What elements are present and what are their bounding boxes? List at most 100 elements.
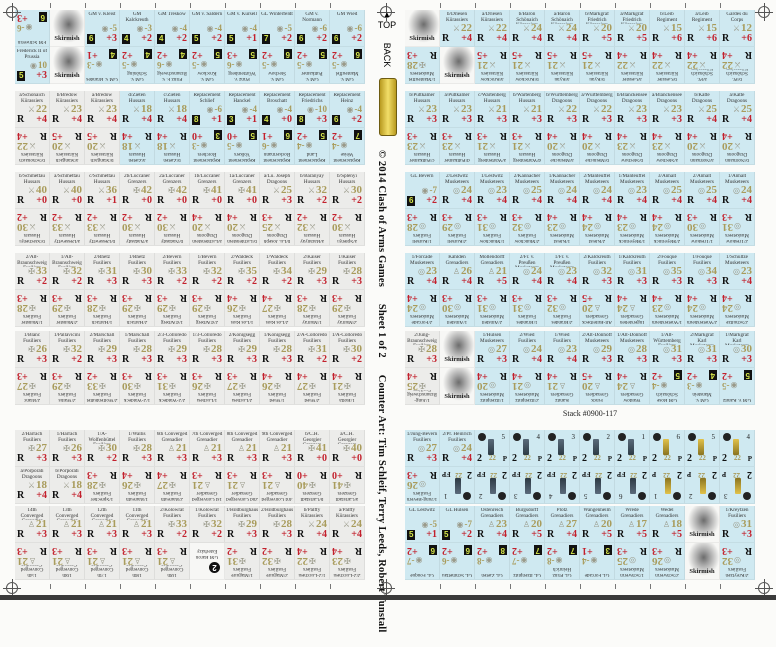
leader-counter[interactable]: Prinz v. Württemberg ◉ -6 5 +3 [225, 47, 260, 84]
leader-counter[interactable]: GM v. Schöning ◉ -5 4 +2 [120, 47, 155, 84]
unit-counter[interactable]: b/Katte Dragoons ⚔ 25 R +4 [685, 91, 720, 128]
artillery-counter[interactable]: 4 2 22 P [510, 430, 545, 467]
unit-counter[interactable]: c/Puttkamer Hussars ⚔ 23 R +3 [405, 128, 440, 165]
unit-counter[interactable]: a/Blanckensee Dragoons ⚔ 23 R +3 [650, 91, 685, 128]
unit-counter[interactable]: 2/Schwerin Musketeers ◎ 26 R +3 [650, 543, 685, 580]
unit-counter[interactable]: 6th Converged Grenadier ♙ 21 R +3 [155, 430, 190, 467]
unit-counter[interactable]: 1/Kreytzen Fusiliers ◎ 31 R +3 [720, 506, 755, 543]
unit-counter[interactable]: 12th Converged Grenadier♙21R+3 [85, 506, 120, 543]
unit-counter[interactable]: a/Bredow Kürassiers ⚔ 23 R +4 [85, 91, 120, 128]
unit-counter[interactable]: b/C.H. Georgier Grenzers✠41R+0 [295, 430, 330, 467]
unit-counter[interactable]: 1/Münster Fusiliers ✠ 28 R +3 [15, 290, 50, 327]
unit-counter[interactable]: b/Driesen Kürassiers ⚔ 22 R +4 [440, 10, 475, 47]
unit-counter[interactable]: a/Baranyay Hussars ⚔ 32 R +2 [295, 209, 330, 246]
leader-counter[interactable]: Frederick II of Prussia ◉ 10 5 +3 [15, 47, 50, 84]
unit-counter[interactable]: a/Krockow Kürassiers ⚔ 21 R +5 [475, 47, 510, 84]
unit-counter[interactable]: Möllendorff Grenadiers ♙ 21 R +5 [475, 253, 510, 290]
unit-counter[interactable]: 1/d'Arberg Fusiliers ✠ 29 R +3 [155, 290, 190, 327]
unit-counter[interactable]: b/Porporati Dragoons ⚔ 18 R +4 [50, 467, 85, 504]
unit-counter[interactable]: b/Baranyay Hussars ⚔ 32 R +2 [295, 172, 330, 209]
unit-counter[interactable]: 1/Münchow Fusiliers ◎ 31 R +3 [475, 209, 510, 246]
unit-counter[interactable]: 1/Alt-Württemberg Fusiliers◎31R+3 [650, 331, 685, 368]
unit-counter[interactable]: c/Wartenberg Hussars ⚔ 21 R +3 [475, 91, 510, 128]
unit-counter[interactable]: 1st Converged Grenadier ♙ 21 R +3 [190, 467, 225, 504]
skirmish-counter[interactable]: Skirmish [685, 506, 720, 543]
unit-counter[interactable]: Kahlden Grenadiers ♙ 26 R +4 [440, 253, 475, 290]
unit-counter[interactable]: a/Wartenberg Hussars ⚔ 21 R +3 [475, 128, 510, 165]
leader-counter[interactable]: GM v. Puttkamer ◉ -5 5 +2 [295, 47, 330, 84]
unit-counter[interactable]: a/Porporati Dragoons ⚔ 18 R +4 [15, 467, 50, 504]
leader-counter[interactable]: GL Hülsen ◉ -7 5 +2 [440, 506, 475, 543]
unit-counter[interactable]: Plötz Grenadiers ♙ 27 R +4 [545, 506, 580, 543]
unit-counter[interactable]: 2 GM Baron Esterházy [190, 543, 225, 580]
unit-counter[interactable]: 17th Converged Grenadier♙21R+3 [85, 543, 120, 580]
unit-counter[interactable]: 2/Fr. v. Preußen Musketeers◎24R+4 [510, 253, 545, 290]
unit-counter[interactable]: 1/2-Waldeck Fusiliers ✠ 30 R +3 [120, 368, 155, 405]
artillery-counter[interactable]: 3 2 22 P [545, 430, 580, 467]
unit-counter[interactable]: 2/Forcade Musketeers ◎ 24 R +4 [405, 290, 440, 327]
leader-counter[interactable]: GL Schmettau ◉ -6 6 +2 [440, 543, 475, 580]
unit-counter[interactable]: Ingersleben Grenadiers ♙ 24 R +4 [615, 290, 650, 327]
leader-counter[interactable]: GM Treskow ◉ -4 4 +2 [155, 10, 190, 47]
artillery-counter[interactable]: 3 2 22 P [720, 467, 755, 504]
skirmish-counter[interactable]: Skirmish [50, 47, 85, 84]
unit-counter[interactable]: 2/Alt-Braunschweig Fusiliers✠33R+2 [15, 253, 50, 290]
unit-counter[interactable]: 8th Converged Grenadier ♙ 21 R +3 [225, 430, 260, 467]
unit-counter[interactable]: 1/Kursell Fusiliers ◎ 28 R +3 [405, 209, 440, 246]
artillery-counter[interactable]: 5 2 22 P [475, 430, 510, 467]
unit-counter[interactable]: 2/Kalckreuth Fusiliers ◎ 32 R +3 [580, 253, 615, 290]
unit-counter[interactable]: 2/Harrach Fusiliers ✠ 29 R +3 [120, 290, 155, 327]
leader-counter[interactable]: GM v. Stechow ◉ -5 6 +2 [260, 47, 295, 84]
unit-counter[interactable]: b/Stangach Kürassiers ⚔ 20 R +5 [85, 128, 120, 165]
unit-counter[interactable]: 1/Amstell Musketeers ◎ 30 R +3 [440, 290, 475, 327]
unit-counter[interactable]: 1/Kalckreuth Fusiliers ◎ 31 R +3 [615, 253, 650, 290]
leader-counter[interactable]: Replacement Land ◉ -4 5 +2 [295, 128, 330, 165]
unit-counter[interactable]: 1/3-Colloredo Fusiliers ✠ 28 R +3 [190, 331, 225, 368]
leader-counter[interactable]: Replacement Broschatt ◉ -4 4 +0 [260, 91, 295, 128]
artillery-counter[interactable]: 1 2 22 P [615, 430, 650, 467]
artillery-counter[interactable]: 5 2 22 P [685, 430, 720, 467]
unit-counter[interactable]: 1/Maguire Fusiliers ✠ 31 R +2 [225, 543, 260, 580]
unit-counter[interactable]: c/Zieten Hussars ⚔ 18 R +4 [155, 91, 190, 128]
unit-counter[interactable]: a/Leib Regiment ⚔ 15 R +6 [685, 10, 720, 47]
unit-counter[interactable]: 2/Treskow Musketeers ◎ 31 R +3 [720, 209, 755, 246]
unit-counter[interactable]: 2/Münchow Fusiliers ◎ 32 R +3 [510, 209, 545, 246]
unit-counter[interactable]: b/Dessewffy Hussars ⚔ 33 R +2 [85, 209, 120, 246]
unit-counter[interactable]: 1/Harrach Fusiliers ✠ 28 R +3 [85, 290, 120, 327]
leader-counter[interactable]: GM Bose Schönaich ◉ -4 5 +2 [650, 368, 685, 405]
unit-counter[interactable]: 2/Fouqué Fusiliers ◎ 35 R +3 [650, 253, 685, 290]
unit-counter[interactable]: b/Splényi Hussars ⚔ 30 R +2 [330, 172, 365, 209]
leader-counter[interactable]: GL Bevern ◉ -7 6 +2 [405, 172, 440, 209]
unit-counter[interactable]: a/Zieten Hussars ⚔ 18 R +4 [120, 128, 155, 165]
unit-counter[interactable]: 2/Waldeck Fusiliers ✠ 35 R +2 [225, 253, 260, 290]
unit-counter[interactable]: 1/Lestwitz Musketeers ◎ 23 R +4 [475, 172, 510, 209]
unit-counter[interactable]: a/Lichtenstein Dragoons ⚔ 20 R +4 [190, 209, 225, 246]
leader-counter[interactable]: Replacement Heinz ◉ -4 6 +2 [330, 91, 365, 128]
artillery-counter[interactable]: 4 2 22 P [720, 430, 755, 467]
unit-counter[interactable]: 3/Anhalt Musketeers ◎ 25 R +4 [650, 172, 685, 209]
unit-counter[interactable]: 2/Wied Fusiliers ✠ 27 R +4 [295, 368, 330, 405]
unit-counter[interactable]: 1b/Lüccaner Grenzers ✠ 41 R +0 [190, 172, 225, 209]
unit-counter[interactable]: a/Pálffy Kürassiers ⚔ 24 R +4 [330, 506, 365, 543]
unit-counter[interactable]: a/Schmettau Hussars ⚔ 40 R +0 [50, 172, 85, 209]
unit-counter[interactable]: 2/Kolowrat Fusiliers ✠ 33 R +2 [155, 506, 190, 543]
unit-counter[interactable]: a/Stechow Dragoons ⚔ 23 R +4 [650, 128, 685, 165]
unit-counter[interactable]: 1/Manteuffel Musketeers ✠ 28 R +3 [405, 47, 440, 84]
unit-counter[interactable]: 2/Kursell Fusiliers ◎ 29 R +3 [440, 209, 475, 246]
unit-counter[interactable]: 2/Harrach Fusiliers ✠ 27 R +3 [15, 430, 50, 467]
leader-counter[interactable]: GL Lestwitz ◉ -5 5 +1 [405, 506, 440, 543]
unit-counter[interactable]: 1/Pallavicini Fusiliers ✠ 32 R +2 [50, 331, 85, 368]
unit-counter[interactable]: 1/Botta Fusiliers ✠ 21 R +4 [330, 368, 365, 405]
unit-counter[interactable]: 2/d'Arberg Fusiliers ✠ 29 R +3 [190, 290, 225, 327]
unit-counter[interactable]: b/Puttkamer Hussars ⚔ 23 R +3 [405, 91, 440, 128]
unit-counter[interactable]: 1/Forcade Musketeers ◎ 23 R +4 [405, 253, 440, 290]
leader-counter[interactable]: GL Zieten ◉ -8 8 +2 [475, 543, 510, 580]
leader-counter[interactable]: Replacement Friedrichs ◉ -10 8 +3 [295, 91, 330, 128]
skirmish-counter[interactable]: Skirmish [440, 47, 475, 84]
unit-counter[interactable]: 2/Jung-Braunschweig Fusiliers✠28R+3 [405, 331, 440, 368]
unit-counter[interactable]: 2/Münster Fusiliers ✠ 29 R +3 [50, 290, 85, 327]
unit-counter[interactable]: 1/Schultze Musketeers ◎ 23 R +4 [720, 253, 755, 290]
unit-counter[interactable]: 2/Blanc Fusiliers ✠ 27 R +3 [15, 368, 50, 405]
artillery-counter[interactable]: 3 2 22 FP [510, 467, 545, 504]
unit-counter[interactable]: 2/Schultze Musketeers ◎ 24 R +4 [720, 290, 755, 327]
